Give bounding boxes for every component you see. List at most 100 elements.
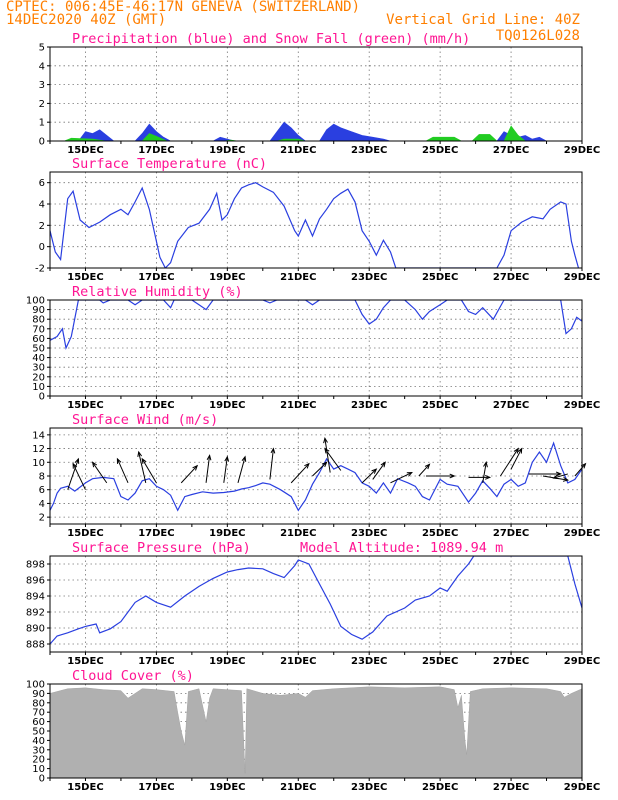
wind-arrow: [92, 462, 108, 484]
x-tick-label: 25DEC: [422, 528, 458, 539]
wind-arrow-head: [270, 447, 276, 454]
wind-arrow-head: [304, 462, 310, 469]
x-tick-label: 15DEC: [67, 145, 103, 156]
series-cloud: [50, 686, 582, 778]
wind-arrow-head: [321, 461, 328, 468]
x-tick-label: 27DEC: [493, 782, 529, 793]
wind-arrow-head: [137, 450, 143, 457]
y-tick-label: 50: [32, 727, 45, 738]
series-green: [64, 125, 526, 141]
wind-arrow-head: [206, 454, 212, 461]
wind-arrow: [361, 468, 377, 484]
x-tick-label: 19DEC: [209, 400, 245, 411]
y-tick-label: 5: [39, 43, 45, 54]
y-tick-label: 10: [32, 764, 45, 775]
product-code: TQ0126L028: [496, 28, 580, 44]
wind-arrow: [116, 458, 129, 484]
y-tick-label: 30: [32, 745, 45, 756]
x-tick-label: 29DEC: [564, 782, 600, 793]
x-tick-label: 17DEC: [138, 528, 174, 539]
wind-arrow-head: [513, 447, 519, 454]
y-tick-label: 20: [32, 755, 45, 766]
y-tick-label: 4: [39, 200, 45, 211]
x-tick-label: 17DEC: [138, 272, 174, 283]
y-tick-label: 894: [26, 592, 45, 603]
y-tick-label: 60: [32, 334, 45, 345]
wind-arrow: [324, 448, 342, 471]
x-tick-label: 25DEC: [422, 782, 458, 793]
x-tick-label: 23DEC: [351, 145, 387, 156]
x-tick-label: 25DEC: [422, 656, 458, 667]
x-tick-label: 25DEC: [422, 272, 458, 283]
y-tick-label: 90: [32, 305, 45, 316]
x-tick-label: 27DEC: [493, 528, 529, 539]
x-tick-label: 29DEC: [564, 272, 600, 283]
wind-arrow: [180, 465, 198, 484]
panel-temp: Surface Temperature (nC) -2 0 2 4 6 15DEC 17DEC…: [35, 156, 600, 283]
wind-arrow-head: [141, 457, 147, 464]
panels: Precipitation (blue) and Snow Fall (gree…: [26, 28, 600, 793]
y-tick-label: 12: [32, 444, 45, 455]
x-tick-label: 15DEC: [67, 782, 103, 793]
wind-arrow-head: [74, 457, 80, 464]
series-line: [50, 182, 580, 268]
wind-arrow: [312, 461, 327, 477]
wind-arrow: [223, 456, 228, 483]
series-group: [64, 121, 547, 141]
x-tick-label: 19DEC: [209, 528, 245, 539]
y-tick-label: 888: [26, 640, 45, 651]
x-tick-label: 19DEC: [209, 782, 245, 793]
panel-title: Surface Temperature (nC): [72, 156, 267, 172]
y-tick-label: 8: [39, 472, 45, 483]
wind-arrow-head: [449, 473, 456, 479]
y-tick-label: 0: [39, 774, 45, 785]
panel-title: Relative Humidity (%): [72, 284, 243, 300]
x-tick-label: 23DEC: [351, 272, 387, 283]
wind-arrow-head: [424, 463, 431, 470]
wind-arrow-head: [72, 462, 78, 469]
wind-arrow: [324, 438, 331, 473]
y-tick-label: 2: [39, 513, 45, 524]
wind-arrow: [482, 462, 487, 483]
wind-arrow-head: [580, 462, 587, 469]
y-tick-label: 60: [32, 717, 45, 728]
y-tick-label: 10: [32, 458, 45, 469]
wind-arrow: [574, 463, 586, 477]
wind-arrow: [138, 451, 147, 483]
y-tick-label: 100: [26, 680, 45, 691]
x-tick-label: 21DEC: [280, 272, 316, 283]
y-tick-label: 4: [39, 499, 45, 510]
x-tick-label: 17DEC: [138, 656, 174, 667]
x-tick-label: 23DEC: [351, 656, 387, 667]
wind-arrow: [372, 461, 386, 480]
series-group: [50, 686, 582, 778]
x-tick-label: 27DEC: [493, 145, 529, 156]
wind-arrow-head: [116, 457, 122, 464]
series-line: [50, 441, 582, 512]
header-location: CPTEC: 006:45E-46:17N GENEVA (SWITZERLAN…: [6, 0, 360, 15]
x-tick-label: 25DEC: [422, 400, 458, 411]
series-group: [50, 441, 582, 512]
series-line: [50, 556, 582, 645]
wind-arrow-head: [380, 461, 386, 468]
wind-arrow: [390, 472, 412, 484]
y-tick-label: 0: [39, 242, 45, 253]
y-tick-label: 90: [32, 689, 45, 700]
wind-arrow-head: [485, 474, 492, 480]
wind-arrow-head: [323, 437, 328, 444]
wind-arrow: [237, 456, 246, 483]
y-tick-label: 0: [39, 137, 45, 148]
wind-arrow: [205, 455, 211, 483]
wind-arrow-head: [224, 455, 230, 462]
panel-pressure: Surface Pressure (hPa) Model Altitude: 10…: [26, 540, 600, 667]
x-tick-label: 17DEC: [138, 782, 174, 793]
y-tick-label: 14: [32, 430, 45, 441]
y-tick-label: 50: [32, 344, 45, 355]
x-tick-label: 21DEC: [280, 145, 316, 156]
panel-frame: [49, 171, 583, 269]
x-tick-label: 21DEC: [280, 400, 316, 411]
panel-annotation: Model Altitude: 1089.94 m: [300, 540, 503, 556]
x-tick-label: 21DEC: [280, 656, 316, 667]
wind-arrow-head: [406, 472, 413, 477]
